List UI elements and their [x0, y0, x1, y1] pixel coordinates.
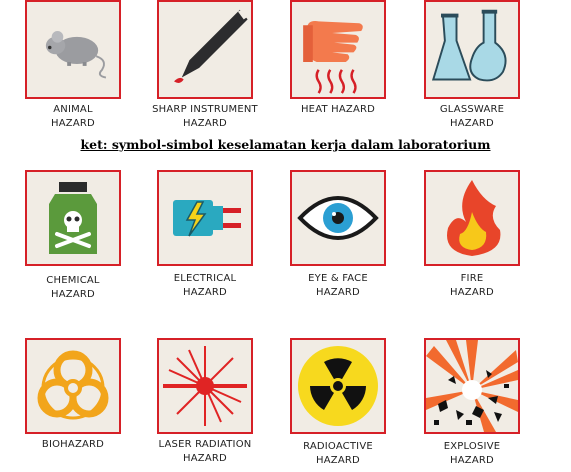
mouse-icon — [45, 31, 107, 79]
heat-hazard-tile — [290, 0, 386, 99]
hazard-card-fire: FIRE HAZARD — [424, 170, 520, 300]
hazard-card-laser: LASER RADIATION HAZARD — [157, 338, 253, 466]
explosive-hazard-tile — [424, 338, 520, 434]
sharp-hazard-tile — [157, 0, 253, 99]
caption: ket: symbol-simbol keselamatan kerja dal… — [80, 137, 491, 152]
hazard-label: RADIOACTIVE HAZARD — [303, 441, 373, 466]
biohazard-icon — [37, 350, 109, 420]
electric-plug-icon — [173, 200, 241, 237]
hazard-card-animal: ANIMAL HAZARD — [25, 0, 121, 131]
hazard-card-explosive: EXPLOSIVE HAZARD — [424, 338, 520, 468]
eye-hazard-tile — [290, 170, 386, 266]
hot-glove-icon — [303, 21, 363, 94]
hazard-card-sharp: SHARP INSTRUMENT HAZARD — [152, 0, 258, 131]
radiation-icon — [298, 346, 378, 426]
hazard-label: ANIMAL HAZARD — [51, 104, 95, 129]
hazard-card-eye: EYE & FACE HAZARD — [290, 170, 386, 300]
laser-hazard-tile — [157, 338, 253, 434]
radioactive-hazard-tile — [290, 338, 386, 434]
scalpel-icon — [174, 7, 250, 83]
hazard-label: EYE & FACE HAZARD — [308, 273, 368, 298]
hazard-label: BIOHAZARD — [41, 439, 105, 450]
laser-icon — [163, 346, 247, 426]
fire-icon — [447, 180, 501, 256]
hazard-card-biohazard: BIOHAZARD — [25, 338, 121, 452]
electrical-hazard-tile — [157, 170, 253, 266]
hazard-label: HEAT HAZARD — [300, 104, 376, 115]
hazard-card-glassware: GLASSWARE HAZARD — [424, 0, 520, 131]
fire-hazard-tile — [424, 170, 520, 266]
hazard-label: SHARP INSTRUMENT HAZARD — [152, 104, 258, 129]
flask-icon — [431, 9, 507, 82]
hazard-label: ELECTRICAL HAZARD — [173, 273, 237, 298]
hazard-label: GLASSWARE HAZARD — [439, 104, 505, 129]
biohazard-tile — [25, 338, 121, 434]
eye-icon — [297, 196, 379, 240]
explosion-icon — [426, 340, 518, 432]
hazard-card-chemical: CHEMICAL HAZARD — [25, 170, 121, 302]
hazard-card-electrical: ELECTRICAL HAZARD — [157, 170, 253, 300]
hazard-label: FIRE HAZARD — [450, 273, 494, 298]
hazard-label: LASER RADIATION HAZARD — [158, 439, 252, 464]
glassware-hazard-tile — [424, 0, 520, 99]
hazard-label: EXPLOSIVE HAZARD — [443, 441, 501, 466]
chemical-hazard-tile — [25, 170, 121, 266]
hazard-card-heat: HEAT HAZARD — [290, 0, 386, 117]
hazard-card-radioactive: RADIOACTIVE HAZARD — [290, 338, 386, 468]
hazard-label: CHEMICAL HAZARD — [46, 275, 100, 300]
poison-bottle-icon — [49, 182, 97, 254]
animal-hazard-tile — [25, 0, 121, 99]
